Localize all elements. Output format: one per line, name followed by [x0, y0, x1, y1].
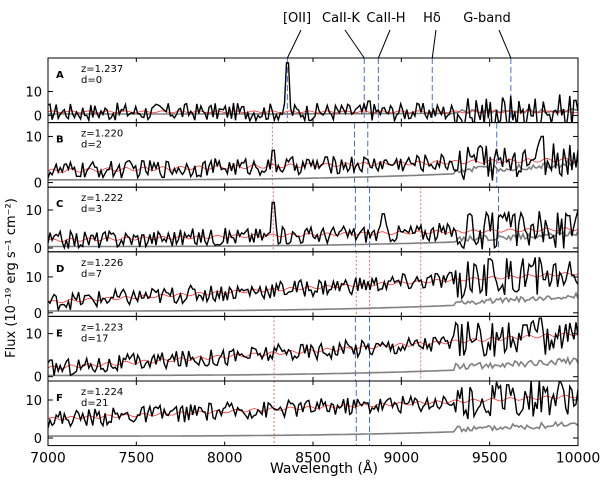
- line-labels: [OII] CaII-K CaII-H Hδ G-band: [283, 11, 512, 59]
- line-label-leader: [344, 29, 365, 59]
- panel-redshift: z=1.220: [81, 129, 123, 140]
- y-tick-label: 10: [25, 394, 42, 409]
- y-tick-label: 0: [34, 242, 42, 257]
- panel-frame: [47, 251, 579, 317]
- line-label: CaII-H: [366, 11, 405, 26]
- observed-spectrum: [48, 62, 578, 123]
- y-tick-label: 0: [34, 109, 42, 124]
- panel-curves: [48, 381, 578, 437]
- y-tick-label: 0: [34, 371, 42, 386]
- line-label-leader: [431, 29, 437, 59]
- x-axis: 7000 7500 8000 8500 9000 9500 10000: [30, 451, 600, 467]
- x-tick-label: 8500: [295, 451, 331, 467]
- panel-id: D: [56, 264, 64, 275]
- panel-id: F: [56, 393, 63, 404]
- x-tick-label: 9500: [472, 451, 508, 467]
- model-spectrum: [48, 394, 578, 421]
- line-label: [OII]: [283, 11, 311, 26]
- panel-curves: [48, 135, 578, 181]
- line-label: CaII-K: [322, 11, 360, 26]
- y-tick-label: 0: [34, 307, 42, 322]
- panel-id: B: [56, 135, 64, 146]
- panel-redshift: z=1.226: [81, 258, 123, 269]
- x-tick-label: 9000: [384, 451, 420, 467]
- panel-id: C: [56, 199, 63, 210]
- line-label: Hδ: [423, 11, 441, 26]
- observed-spectrum: [48, 135, 578, 181]
- panel-distance: d=2: [81, 140, 102, 151]
- y-tick-label: 10: [25, 130, 42, 145]
- panel-distance: d=0: [81, 75, 102, 86]
- y-axis-label: Flux (10⁻¹⁹ erg s⁻¹ cm⁻²): [4, 198, 19, 358]
- panel-curves: [48, 317, 578, 377]
- error-spectrum: [48, 291, 578, 312]
- x-tick-label: 7000: [30, 451, 66, 467]
- y-tick-label: 10: [25, 328, 42, 343]
- y-tick-label: 10: [25, 85, 42, 100]
- panel-id: A: [56, 70, 64, 81]
- panel-redshift: z=1.237: [81, 64, 123, 75]
- y-tick-label: 10: [25, 204, 42, 219]
- line-label-leader: [286, 29, 302, 59]
- y-tick-label: 10: [25, 271, 42, 286]
- panel-curves: [48, 256, 578, 312]
- panel-redshift: z=1.222: [81, 193, 123, 204]
- panel-redshift: z=1.223: [81, 322, 123, 333]
- observed-spectrum: [48, 317, 578, 377]
- panel-curves: [48, 62, 578, 123]
- line-label-leader: [377, 29, 391, 59]
- error-spectrum: [48, 230, 578, 248]
- line-label: G-band: [463, 11, 510, 26]
- error-spectrum: [48, 420, 578, 437]
- line-label-leader: [498, 29, 512, 59]
- panel-distance: d=21: [81, 398, 108, 409]
- x-tick-label: 10000: [556, 451, 600, 467]
- x-tick-label: 8000: [207, 451, 243, 467]
- panel-distance: d=17: [81, 333, 108, 344]
- observed-spectrum: [48, 201, 578, 251]
- y-tick-label: 0: [34, 177, 42, 192]
- panel-curves: [48, 201, 578, 251]
- panel-redshift: z=1.224: [81, 387, 123, 398]
- panel-distance: d=7: [81, 269, 102, 280]
- error-spectrum: [48, 355, 578, 377]
- observed-spectrum: [48, 256, 578, 311]
- x-tick-label: 7500: [119, 451, 155, 467]
- y-tick-label: 0: [34, 432, 42, 447]
- x-axis-label: Wavelength (Å): [270, 460, 378, 477]
- panel-distance: d=3: [81, 204, 102, 215]
- observed-spectrum: [48, 381, 578, 429]
- panel-id: E: [56, 328, 63, 339]
